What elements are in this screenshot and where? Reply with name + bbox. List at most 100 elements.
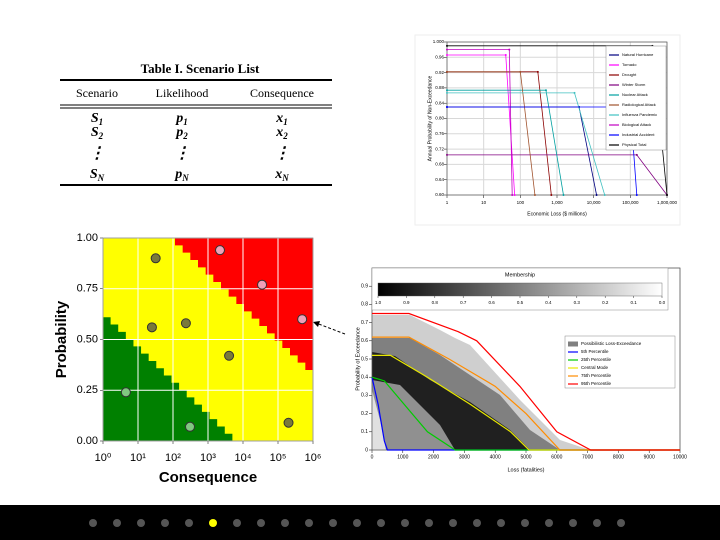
table-header: Scenario bbox=[76, 86, 118, 100]
nav-dot[interactable] bbox=[329, 519, 337, 527]
nav-dot[interactable] bbox=[545, 519, 553, 527]
risk-point bbox=[180, 318, 191, 329]
cell-symbol: ⋮ bbox=[89, 145, 105, 162]
x-tick-label: 10³ bbox=[200, 452, 216, 464]
legend-label: Biological Attack bbox=[622, 122, 651, 127]
x-tick-label: 9000 bbox=[644, 454, 655, 460]
table-cell: x2 bbox=[275, 125, 288, 141]
cell-symbol: x bbox=[275, 111, 283, 126]
nav-dot[interactable] bbox=[401, 519, 409, 527]
series-marker bbox=[504, 54, 507, 57]
y-tick-label: 0.96 bbox=[435, 54, 444, 59]
legend-box bbox=[564, 335, 676, 389]
y-tick-label: 0.8 bbox=[361, 302, 368, 308]
y-tick-label: 0 bbox=[365, 447, 368, 453]
nav-dot[interactable] bbox=[593, 519, 601, 527]
y-tick-label: 0.5 bbox=[361, 356, 368, 362]
y-tick-label: 0.6 bbox=[361, 338, 368, 344]
colorbar-tick-label: 0.1 bbox=[630, 300, 637, 305]
x-tick-label: 100,000 bbox=[622, 200, 639, 205]
legend-label: Tornado bbox=[622, 62, 637, 67]
risk-point bbox=[224, 350, 235, 361]
y-tick-label: 1.00 bbox=[77, 232, 98, 244]
series-marker bbox=[550, 194, 553, 196]
y-axis-label: Probability of Exceedance bbox=[355, 327, 361, 391]
nav-dot[interactable] bbox=[209, 519, 217, 527]
nav-dot[interactable] bbox=[233, 519, 241, 527]
legend-label: 75th Percentile bbox=[581, 373, 612, 378]
legend-label: Possibilistic Loss-Exceedance bbox=[581, 341, 642, 346]
x-tick-label: 10¹ bbox=[130, 452, 146, 464]
risk-point bbox=[297, 314, 308, 325]
y-tick-label: 0.76 bbox=[435, 131, 444, 136]
risk-point bbox=[283, 417, 294, 428]
x-tick-label: 6000 bbox=[551, 454, 562, 460]
cell-subscript: N bbox=[281, 173, 289, 183]
table-cell: SN bbox=[90, 167, 105, 183]
y-tick-label: 0.25 bbox=[77, 384, 98, 396]
series-marker bbox=[635, 194, 638, 196]
x-tick-label: 10,000 bbox=[587, 200, 601, 205]
y-tick-label: 0.1 bbox=[361, 429, 368, 435]
cell-subscript: N bbox=[181, 173, 189, 183]
legend-label: 95th Percentile bbox=[581, 381, 612, 386]
y-tick-label: 0.80 bbox=[435, 116, 444, 121]
x-axis-label: Economic Loss ($ millions) bbox=[527, 211, 587, 217]
table-cell: xN bbox=[274, 167, 289, 183]
nav-dot[interactable] bbox=[89, 519, 97, 527]
x-tick-label: 7000 bbox=[582, 454, 593, 460]
y-tick-label: 0.4 bbox=[361, 375, 368, 381]
risk-point bbox=[214, 245, 225, 256]
series-marker bbox=[536, 70, 539, 73]
table-cell: x1 bbox=[275, 111, 288, 127]
table-cell: p2 bbox=[175, 125, 188, 141]
x-tick-label: 1,000 bbox=[551, 200, 563, 205]
arrow-head bbox=[313, 321, 320, 327]
x-tick-label: 5000 bbox=[520, 454, 531, 460]
table-cell: ⋮ bbox=[89, 145, 105, 162]
cell-subscript: 1 bbox=[99, 117, 104, 127]
series-marker bbox=[446, 54, 448, 57]
series-line bbox=[371, 376, 680, 451]
legend-label: Physical Total bbox=[622, 142, 646, 147]
x-tick-label: 1,000,000 bbox=[657, 200, 678, 205]
nav-dot[interactable] bbox=[425, 519, 433, 527]
series-marker bbox=[603, 194, 606, 196]
nav-dot[interactable] bbox=[161, 519, 169, 527]
nav-dot[interactable] bbox=[617, 519, 625, 527]
nav-dot[interactable] bbox=[521, 519, 529, 527]
cell-symbol: ⋮ bbox=[274, 145, 290, 162]
colorbar-tick-label: 0.7 bbox=[460, 300, 467, 305]
x-tick-label: 8000 bbox=[613, 454, 624, 460]
series-marker bbox=[635, 153, 638, 156]
nav-dot[interactable] bbox=[281, 519, 289, 527]
y-tick-label: 0.92 bbox=[435, 70, 444, 75]
nav-dot[interactable] bbox=[305, 519, 313, 527]
nav-dot[interactable] bbox=[377, 519, 385, 527]
y-tick-label: 0.72 bbox=[435, 146, 444, 151]
cell-symbol: S bbox=[90, 167, 98, 182]
y-tick-label: 0.88 bbox=[435, 85, 444, 90]
table-cell: ⋮ bbox=[174, 145, 190, 162]
series-marker bbox=[511, 194, 514, 196]
nav-dot[interactable] bbox=[473, 519, 481, 527]
legend-label: Nuclear Attack bbox=[622, 92, 648, 97]
plot-frame bbox=[102, 237, 314, 442]
cell-symbol: S bbox=[91, 125, 99, 140]
legend-swatch bbox=[568, 341, 578, 347]
nav-dot[interactable] bbox=[113, 519, 121, 527]
nav-dot[interactable] bbox=[353, 519, 361, 527]
table-cell: ⋮ bbox=[274, 145, 290, 162]
table-header: Likelihood bbox=[156, 86, 209, 100]
nav-dot[interactable] bbox=[257, 519, 265, 527]
nav-dot[interactable] bbox=[137, 519, 145, 527]
nav-dot[interactable] bbox=[185, 519, 193, 527]
colorbar-tick-label: 0.3 bbox=[574, 300, 581, 305]
nav-dot[interactable] bbox=[569, 519, 577, 527]
nav-dot[interactable] bbox=[449, 519, 457, 527]
y-axis-label: Probability bbox=[53, 300, 70, 378]
colorbar-tick-label: 0.0 bbox=[659, 300, 666, 305]
legend-label: Industrial Accident bbox=[622, 132, 655, 137]
nav-dot[interactable] bbox=[497, 519, 505, 527]
